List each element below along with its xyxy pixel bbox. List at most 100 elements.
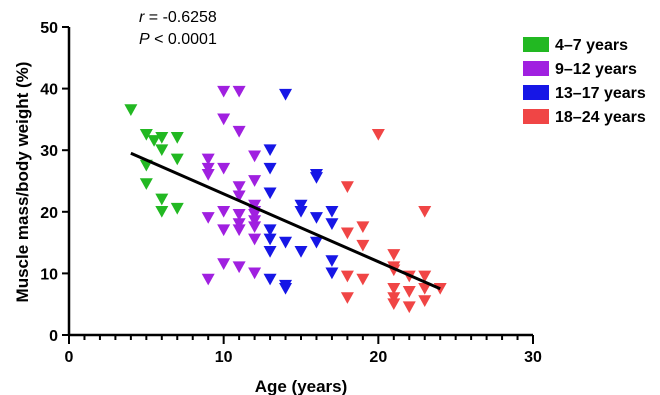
data-point [248,221,262,234]
data-point [124,104,138,117]
data-point [232,181,246,194]
legend-label: 4–7 years [555,37,628,54]
data-point [263,245,277,258]
data-point [232,224,246,237]
correlation-annotation: r = -0.6258 [139,9,217,26]
data-point [325,267,339,280]
data-point [248,215,262,227]
data-point [325,218,339,230]
data-point [309,212,323,224]
data-point [217,113,231,126]
data-point [155,193,169,206]
data-point [139,128,153,141]
data-point [147,135,161,147]
data-point [371,128,385,141]
data-point [217,162,231,175]
data-point [232,261,246,274]
data-point [340,270,354,283]
data-point [279,282,293,295]
legend-label: 13–17 years [555,85,646,102]
x-tick-label: 30 [524,349,542,366]
data-point [248,209,262,221]
data-point [279,88,293,101]
y-tick-label: 50 [40,20,58,37]
data-point [387,282,401,295]
data-point [248,150,262,163]
data-point [325,255,339,267]
data-point [263,144,277,157]
y-tick-label: 30 [40,143,58,160]
data-point [170,202,184,215]
data-point [263,233,277,246]
data-point [418,282,432,295]
data-point [279,236,293,249]
data-point [217,205,231,218]
data-point [294,245,308,258]
data-point [356,239,370,252]
data-point [294,205,308,218]
data-point [155,132,169,144]
data-point [232,85,246,98]
p-value-annotation: P < 0.0001 [139,31,217,48]
data-point [356,273,370,286]
data-point [217,258,231,271]
x-tick-label: 10 [215,349,233,366]
data-point [201,153,215,166]
y-tick-label: 10 [40,266,58,283]
data-point [387,249,401,261]
data-point [418,270,432,283]
x-axis-title: Age (years) [255,377,348,395]
data-point [155,144,169,157]
data-point [217,85,231,98]
data-point [387,292,401,304]
legend-swatch [523,85,549,100]
data-point [263,162,277,175]
data-point [155,205,169,218]
data-point [263,187,277,200]
data-point [263,224,277,237]
data-points [124,85,447,314]
data-point [232,218,246,230]
y-tick-label: 40 [40,82,58,99]
data-point [340,181,354,194]
data-point [309,172,323,184]
data-point [248,175,262,187]
data-point [201,168,215,181]
data-point [248,267,262,280]
legend-swatch [523,109,549,124]
y-axis-title: Muscle mass/body weight (%) [13,62,32,303]
data-point [402,286,416,298]
data-point [418,205,432,218]
y-tick-label: 20 [40,205,58,222]
legend-label: 18–24 years [555,109,646,126]
y-tick-label: 0 [49,328,58,345]
data-point [201,162,215,175]
data-point [248,233,262,246]
data-point [201,212,215,224]
data-point [217,224,231,237]
legend-swatch [523,37,549,52]
x-tick-label: 0 [65,349,74,366]
data-point [402,301,416,314]
data-point [170,153,184,166]
legend-label: 9–12 years [555,61,637,78]
data-point [356,221,370,234]
data-point [248,199,262,212]
data-point [340,292,354,304]
data-point [232,190,246,203]
data-point [232,125,246,138]
data-point [232,209,246,221]
legend: 4–7 years 9–12 years 13–17 years 18–24 year… [523,37,646,126]
regression-line [130,151,441,291]
data-point [325,205,339,218]
data-point [340,227,354,240]
data-point [418,295,432,307]
x-tick-label: 20 [369,349,387,366]
axis-ticks: 0 10 20 30 40 50 0 10 20 30 [40,20,542,366]
data-point [309,236,323,249]
legend-swatch [523,61,549,76]
data-point [294,199,308,212]
data-point [170,132,184,144]
data-point [263,273,277,286]
